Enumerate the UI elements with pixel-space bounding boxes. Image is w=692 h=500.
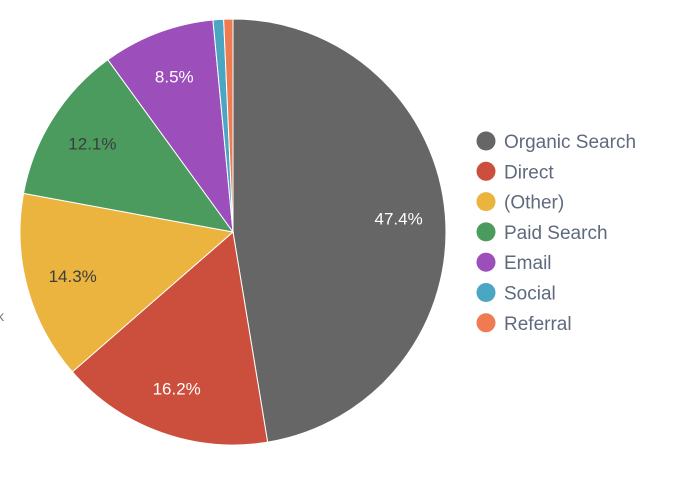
pie-slice-email bbox=[107, 19, 234, 234]
legend-swatch-referral bbox=[476, 313, 496, 333]
legend-label-direct: Direct bbox=[504, 162, 554, 183]
pie-slice-paid-search bbox=[22, 58, 235, 233]
pie-slice-referral bbox=[223, 18, 234, 233]
legend-swatch-social bbox=[476, 283, 496, 302]
legend: Organic Search Direct (Other) Paid Search Em… bbox=[476, 131, 636, 335]
legend-swatch-other bbox=[476, 192, 496, 212]
legend-label-social: Social bbox=[504, 284, 556, 305]
clipped-edge-text: k bbox=[0, 308, 5, 324]
legend-swatch-direct bbox=[476, 161, 496, 181]
legend-swatch-paid-search bbox=[476, 222, 496, 242]
pie-slice-direct bbox=[71, 231, 269, 446]
legend-label-paid-search: Paid Search bbox=[504, 223, 608, 244]
legend-swatch-organic-search bbox=[476, 131, 496, 151]
slice-label-email: 8.5% bbox=[155, 68, 194, 87]
legend-label-referral: Referral bbox=[504, 314, 572, 335]
slice-label-other: 14.3% bbox=[49, 267, 97, 286]
pie-slice-other bbox=[19, 192, 235, 373]
slice-label-paid-search: 12.1% bbox=[68, 134, 116, 153]
slice-label-organic-search: 47.4% bbox=[374, 209, 422, 228]
legend-label-email: Email bbox=[504, 253, 552, 274]
pie-slices bbox=[19, 18, 447, 446]
legend-swatch-email bbox=[476, 252, 496, 272]
pie-slice-organic-search bbox=[232, 18, 447, 443]
slice-label-direct: 16.2% bbox=[153, 379, 201, 398]
legend-label-other: (Other) bbox=[504, 193, 564, 214]
pie-slice-labels: 47.4% 16.2% 14.3% 12.1% 8.5% bbox=[49, 68, 423, 399]
legend-label-organic-search: Organic Search bbox=[504, 132, 636, 153]
